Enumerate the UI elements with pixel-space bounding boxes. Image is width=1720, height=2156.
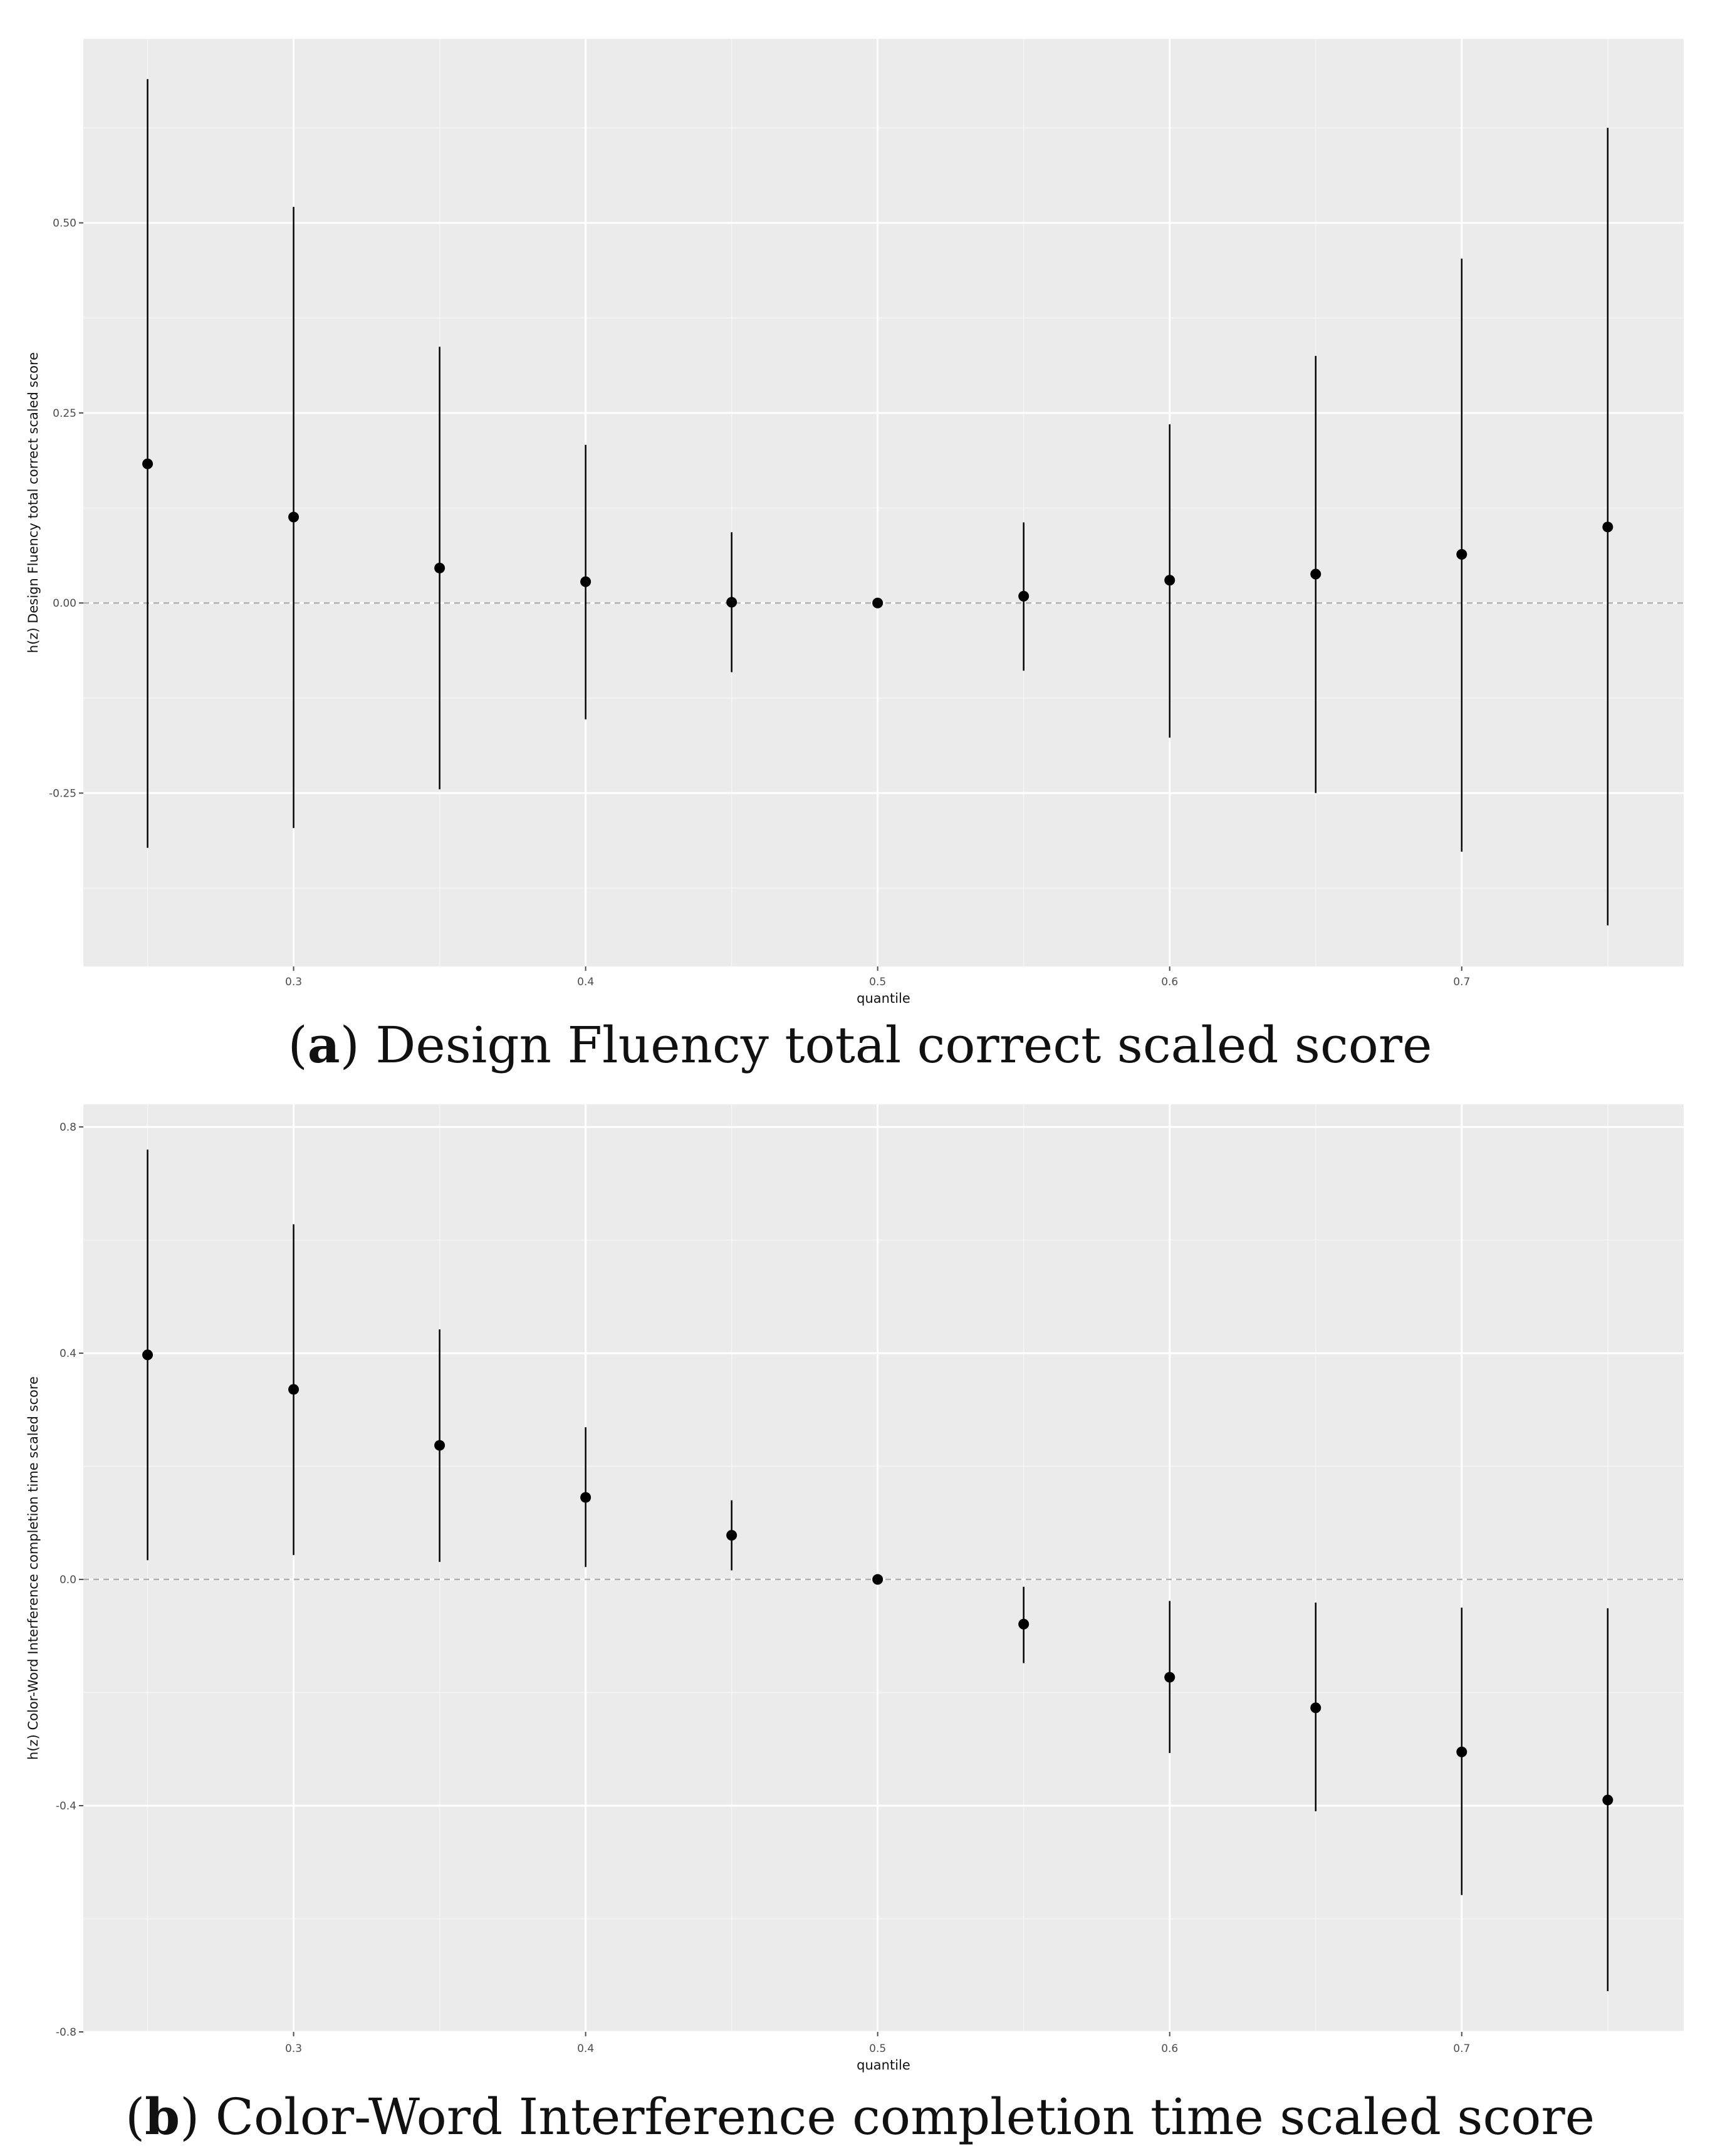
data-point-b	[872, 1574, 883, 1585]
data-point-b	[288, 1384, 300, 1395]
y-tick-label-b: 0.4	[60, 1348, 76, 1360]
x-tick-label-a: 0.4	[577, 976, 594, 988]
x-tick-label-a: 0.7	[1453, 976, 1470, 988]
x-tick-label-a: 0.6	[1161, 976, 1178, 988]
data-point-b	[1602, 1794, 1613, 1806]
y-tick-label-a: 0.00	[53, 597, 76, 610]
data-point-a	[580, 576, 592, 587]
caption-a: (a) Design Fluency total correct scaled …	[288, 1015, 1432, 1074]
caption-b: (b) Color-Word Interference completion t…	[125, 2087, 1595, 2146]
data-point-a	[1310, 568, 1321, 580]
y-tick-label-b: -0.8	[56, 2026, 76, 2039]
y-axis-title-b: h(z) Color-Word Interference completion …	[26, 1376, 41, 1760]
chart-a: 0.3 0.4 0.5 0.6 0.7 -0.25 0.00 0.25 0.50 quantile…	[26, 39, 1684, 1006]
x-tick-label-b: 0.6	[1161, 2043, 1178, 2055]
data-point-b	[580, 1492, 592, 1503]
data-point-b	[1456, 1746, 1467, 1757]
data-point-a	[1602, 521, 1613, 533]
x-tick-label-b: 0.7	[1453, 2043, 1470, 2055]
data-point-a	[872, 597, 883, 609]
plot-panel-b	[83, 1104, 1684, 2032]
data-point-a	[1164, 575, 1175, 586]
y-axis-title-a: h(z) Design Fluency total correct scaled…	[26, 352, 41, 653]
data-point-b	[142, 1349, 154, 1361]
caption-a-letter: a	[307, 1015, 340, 1074]
x-tick-label-a: 0.5	[869, 976, 886, 988]
x-tick-label-a: 0.3	[285, 976, 302, 988]
data-point-a	[1456, 548, 1467, 560]
chart-b: 0.3 0.4 0.5 0.6 0.7 -0.8 -0.4 0.0 0.4 0.8 quantile…	[26, 1104, 1684, 2073]
data-point-a	[288, 511, 300, 523]
x-axis-title-b: quantile	[857, 2058, 910, 2073]
x-tick-label-b: 0.3	[285, 2043, 302, 2055]
data-point-a	[726, 597, 738, 608]
data-point-a	[1018, 590, 1029, 602]
plot-panel-a	[83, 39, 1684, 966]
y-tick-label-b: -0.4	[56, 1800, 76, 1813]
data-point-b	[1310, 1702, 1321, 1714]
figure-panel-a: 0.3 0.4 0.5 0.6 0.7 -0.25 0.00 0.25 0.50 quantile…	[26, 39, 1684, 1074]
x-tick-label-b: 0.5	[869, 2043, 886, 2055]
y-tick-label-a: 0.50	[53, 217, 76, 230]
data-point-a	[434, 562, 446, 573]
y-tick-label-b: 0.8	[60, 1121, 76, 1134]
y-tick-label-a: 0.25	[53, 407, 76, 420]
data-point-b	[726, 1530, 738, 1541]
x-tick-label-b: 0.4	[577, 2043, 594, 2055]
data-point-b	[434, 1440, 446, 1451]
caption-a-text: Design Fluency total correct scaled scor…	[375, 1016, 1432, 1074]
data-point-b	[1018, 1618, 1029, 1630]
y-tick-label-a: -0.25	[49, 787, 76, 800]
y-tick-label-b: 0.0	[60, 1574, 76, 1586]
figure-panel-b: 0.3 0.4 0.5 0.6 0.7 -0.8 -0.4 0.0 0.4 0.8 quantile…	[0, 1094, 1720, 2156]
data-point-a	[142, 458, 154, 469]
caption-b-letter: b	[145, 2087, 180, 2146]
x-axis-title-a: quantile	[857, 991, 910, 1006]
data-point-b	[1164, 1672, 1175, 1683]
caption-b-text: Color-Word Interference completion time …	[215, 2088, 1595, 2146]
